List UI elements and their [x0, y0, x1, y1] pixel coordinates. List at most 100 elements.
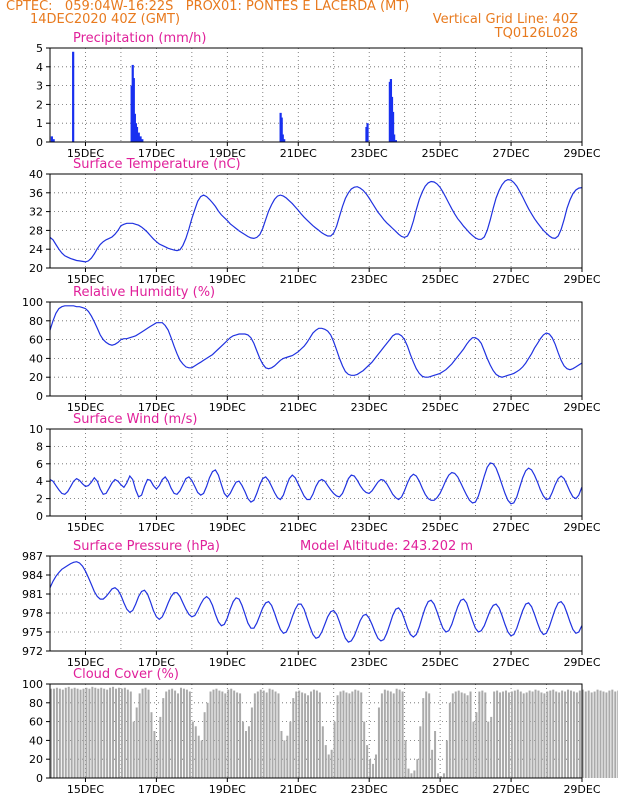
cloud-cover-bar — [614, 691, 617, 778]
cloud-cover-bar — [584, 691, 587, 778]
cloud-cover-bar — [502, 691, 505, 778]
wind-frame — [49, 428, 583, 517]
temperature-ytick-label: 36 — [29, 187, 43, 200]
precipitation-bar — [393, 134, 396, 142]
cloud-cover-bar — [567, 689, 570, 778]
wind-xtick-label: 23DEC — [351, 521, 388, 534]
precipitation-bar — [366, 123, 369, 142]
cloud-cover-bar — [389, 691, 392, 778]
cloud-cover-bar — [64, 687, 67, 778]
cloud-cover-bar — [274, 691, 277, 778]
cloud-cover-bar — [398, 689, 401, 778]
cloud-cover-bar — [304, 693, 307, 778]
cloud-cover-bar — [342, 690, 345, 778]
humidity-xtick-label: 17DEC — [138, 401, 175, 414]
cloud-cover-bar — [253, 693, 256, 778]
pressure-xtick-label: 17DEC — [138, 656, 175, 669]
cloud-cover-bar — [463, 693, 466, 778]
cloud-cover-bar — [309, 691, 312, 778]
cloud-cover-bar — [224, 693, 227, 778]
cloud-cover-bar — [549, 690, 552, 778]
cloud-cover-xtick-label: 15DEC — [67, 783, 104, 796]
wind-xtick-label: 15DEC — [67, 521, 104, 534]
cloud-cover-bar — [510, 691, 513, 778]
cloud-cover-bar — [162, 698, 165, 778]
cloud-cover-bar — [247, 726, 250, 778]
cloud-cover-bar — [336, 695, 339, 778]
temperature-xtick-label: 21DEC — [280, 273, 317, 286]
cloud-cover-xtick-label: 25DEC — [422, 783, 459, 796]
cloud-cover-bar — [191, 721, 194, 778]
cloud-cover-bar — [519, 691, 522, 778]
cloud-cover-bar — [442, 773, 445, 778]
cloud-cover-bar — [575, 692, 578, 778]
cloud-cover-bar — [307, 695, 310, 778]
pressure-xtick-label: 27DEC — [493, 656, 530, 669]
precipitation-bar — [52, 139, 55, 142]
cloud-cover-bar — [537, 690, 540, 778]
temperature-panel: Surface Temperature (nC) 20 24 28 32 36 40 15DE… — [29, 157, 601, 286]
cloud-cover-bar — [345, 692, 348, 778]
cloud-cover-bar — [422, 698, 425, 778]
cloud-cover-bar — [209, 691, 212, 778]
precipitation-bar — [141, 139, 144, 142]
wind-title: Surface Wind (m/s) — [73, 412, 197, 427]
cloud-cover-bar — [182, 688, 185, 778]
cloud-cover-bar — [413, 770, 416, 778]
cloud-cover-xtick-label: 17DEC — [138, 783, 175, 796]
cloud-cover-bar — [572, 691, 575, 778]
cloud-cover-bar — [380, 693, 383, 778]
pressure-xtick-label: 29DEC — [563, 656, 600, 669]
cloud-cover-bar — [596, 689, 599, 778]
cloud-cover-bar — [265, 692, 268, 778]
cloud-cover-bar — [58, 688, 61, 778]
cloud-cover-bar — [194, 726, 197, 778]
header-run-id: TQ0126L028 — [494, 26, 578, 41]
cloud-cover-bar — [262, 690, 265, 778]
temperature-xtick-label: 23DEC — [351, 273, 388, 286]
humidity-ytick-label: 40 — [29, 352, 43, 365]
cloud-cover-bar — [516, 689, 519, 778]
precipitation-xtick-label: 19DEC — [209, 147, 246, 160]
cloud-cover-bar — [153, 731, 156, 778]
cloud-cover-bar — [79, 689, 82, 778]
cloud-cover-bar — [177, 693, 180, 778]
cloud-cover-bar — [546, 691, 549, 778]
precipitation-bar — [135, 126, 139, 142]
precipitation-panel: Precipitation (mm/h) 0 1 2 3 4 5 15DEC 17DEC 19DE… — [36, 31, 601, 160]
cloud-cover-bar — [106, 689, 109, 778]
cloud-cover-bar — [351, 691, 354, 778]
precipitation-frame — [49, 47, 583, 143]
precipitation-bar — [281, 134, 284, 142]
cloud-cover-bar — [200, 740, 203, 778]
pressure-series-line — [49, 561, 583, 643]
temperature-title: Surface Temperature (nC) — [73, 157, 241, 172]
cloud-cover-bar — [324, 745, 327, 778]
cloud-cover-bar — [227, 689, 230, 778]
pressure-ytick-label: 984 — [22, 569, 43, 582]
precipitation-ytick-label: 2 — [36, 98, 43, 111]
cloud-cover-bar — [404, 740, 407, 778]
cloud-cover-bar — [599, 690, 602, 778]
cloud-cover-bar — [218, 690, 221, 778]
cloud-cover-bar — [280, 731, 283, 778]
cloud-cover-bar — [88, 688, 91, 778]
wind-xtick-label: 29DEC — [563, 521, 600, 534]
cloud-cover-bar — [369, 759, 372, 778]
cloud-cover-frame — [49, 683, 583, 779]
cloud-cover-bar — [327, 754, 330, 778]
precipitation-xtick-label: 27DEC — [493, 147, 530, 160]
wind-xtick-label: 17DEC — [138, 521, 175, 534]
cloud-cover-bar — [221, 691, 224, 778]
cloud-cover-bar — [425, 691, 428, 778]
wind-xtick-label: 25DEC — [422, 521, 459, 534]
humidity-panel: Relative Humidity (%) 0 20 40 60 80 100 15DEC 17… — [22, 285, 601, 414]
temperature-ytick-label: 32 — [29, 206, 43, 219]
cloud-cover-bar — [165, 691, 168, 778]
cloud-cover-bar — [259, 689, 262, 778]
temperature-ytick-label: 24 — [29, 243, 43, 256]
cloud-cover-bar — [206, 702, 209, 778]
cloud-cover-bar — [244, 731, 247, 778]
cloud-cover-ytick-label: 20 — [29, 753, 43, 766]
cloud-cover-bar — [70, 688, 73, 778]
